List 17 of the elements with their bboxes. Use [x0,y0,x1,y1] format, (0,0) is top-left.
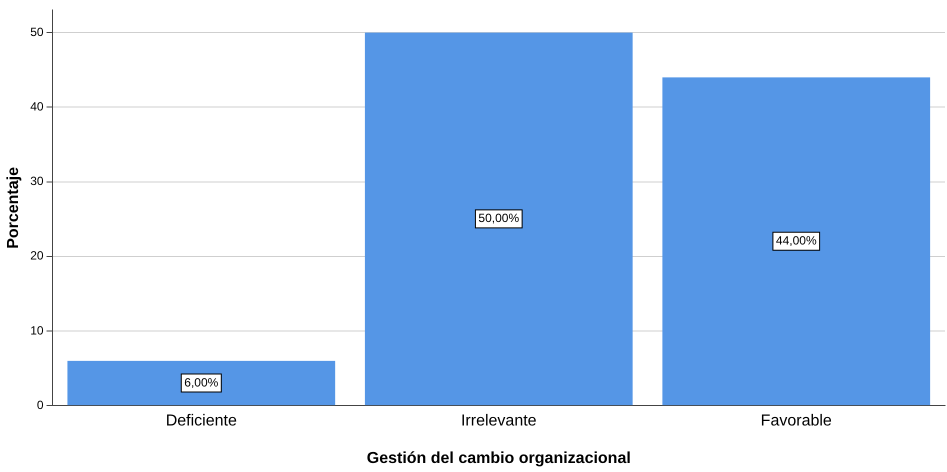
x-tick-label: Irrelevante [460,412,537,430]
bar [364,32,633,406]
y-tick-label: 20 [30,248,44,263]
data-label: 6,00% [184,375,219,390]
x-tick-label: Deficiente [166,412,237,430]
y-axis-title: Porcentaje [5,166,22,249]
y-tick-label: 10 [30,323,44,338]
data-label: 50,00% [478,211,520,226]
bar [662,77,930,406]
data-label: 44,00% [776,234,817,248]
x-tick-label: Favorable [760,412,832,430]
x-axis-title: Gestión del cambio organizacional [366,450,631,467]
y-tick-label: 30 [30,174,44,188]
y-tick-label: 40 [30,99,44,114]
bar [67,360,336,406]
y-tick-label: 0 [36,398,44,412]
y-tick-label: 50 [30,24,44,39]
